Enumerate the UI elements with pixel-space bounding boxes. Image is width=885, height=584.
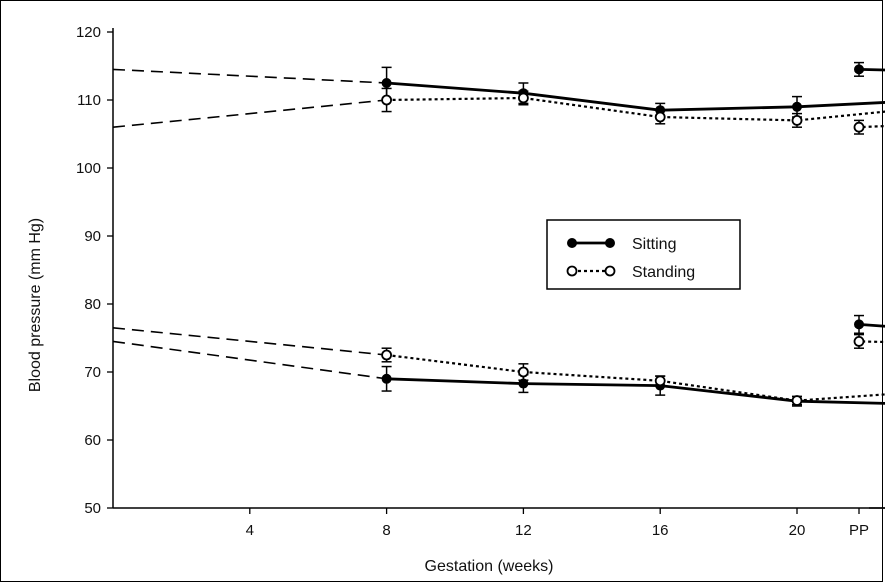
- legend-sitting-marker-right: [605, 238, 615, 248]
- axes: [112, 28, 885, 509]
- series-sitting-diastolic: [112, 314, 885, 407]
- data-point: [518, 378, 529, 389]
- series-line: [386, 81, 885, 112]
- data-point: [381, 94, 393, 106]
- y-tick-label: 90: [84, 228, 101, 245]
- x-tick-label: 16: [652, 522, 669, 539]
- x-tick-label: 8: [382, 522, 390, 539]
- data-point: [381, 78, 392, 88]
- y-axis-label: Blood pressure (mm Hg): [27, 218, 44, 392]
- data-point: [854, 319, 864, 330]
- series-line: [386, 96, 885, 122]
- data-point: [654, 111, 666, 123]
- data-point: [791, 395, 803, 406]
- y-tick-label: 80: [84, 296, 101, 313]
- extrapolation-line: [112, 68, 387, 84]
- data-point: [654, 375, 666, 387]
- series-standing-systolic: [112, 87, 885, 135]
- tick-labels: 5060708090100110120481216202428323640PP: [76, 24, 869, 539]
- extrapolation-line: [112, 327, 387, 356]
- y-tick-label: 100: [76, 160, 101, 177]
- legend-standing-marker-right: [604, 265, 616, 277]
- legend: Sitting Standing: [546, 219, 741, 290]
- y-tick-label: 120: [76, 24, 101, 41]
- x-tick-label: 12: [515, 522, 532, 539]
- y-tick-label: 50: [84, 500, 101, 517]
- series-standing-diastolic: [112, 327, 885, 406]
- x-tick-label: PP: [849, 522, 869, 539]
- y-tick-label: 70: [84, 364, 101, 381]
- data-point: [518, 366, 529, 378]
- x-tick-label: 4: [246, 522, 254, 539]
- y-tick-label: 60: [84, 432, 101, 449]
- legend-box: [546, 219, 741, 290]
- legend-sitting-marker-left: [567, 238, 577, 248]
- x-tick-label: 20: [789, 522, 806, 539]
- legend-sitting-label: Sitting: [632, 236, 676, 253]
- data-point: [853, 335, 865, 347]
- data-point: [853, 121, 865, 133]
- series-layer: [112, 61, 885, 407]
- data-point: [854, 64, 864, 75]
- data-point: [792, 101, 802, 112]
- data-point: [381, 349, 393, 361]
- legend-standing-label: Standing: [632, 264, 695, 281]
- series-sitting-systolic: [112, 61, 885, 118]
- data-point: [791, 115, 803, 126]
- data-point: [381, 373, 392, 384]
- extrapolation-line: [112, 99, 387, 128]
- series-line: [386, 353, 885, 402]
- data-point: [518, 92, 529, 104]
- series-line: [386, 377, 885, 405]
- x-axis-label: Gestation (weeks): [425, 558, 554, 575]
- y-tick-label: 110: [77, 92, 101, 109]
- extrapolation-line: [112, 340, 387, 380]
- legend-standing-marker-left: [566, 265, 578, 277]
